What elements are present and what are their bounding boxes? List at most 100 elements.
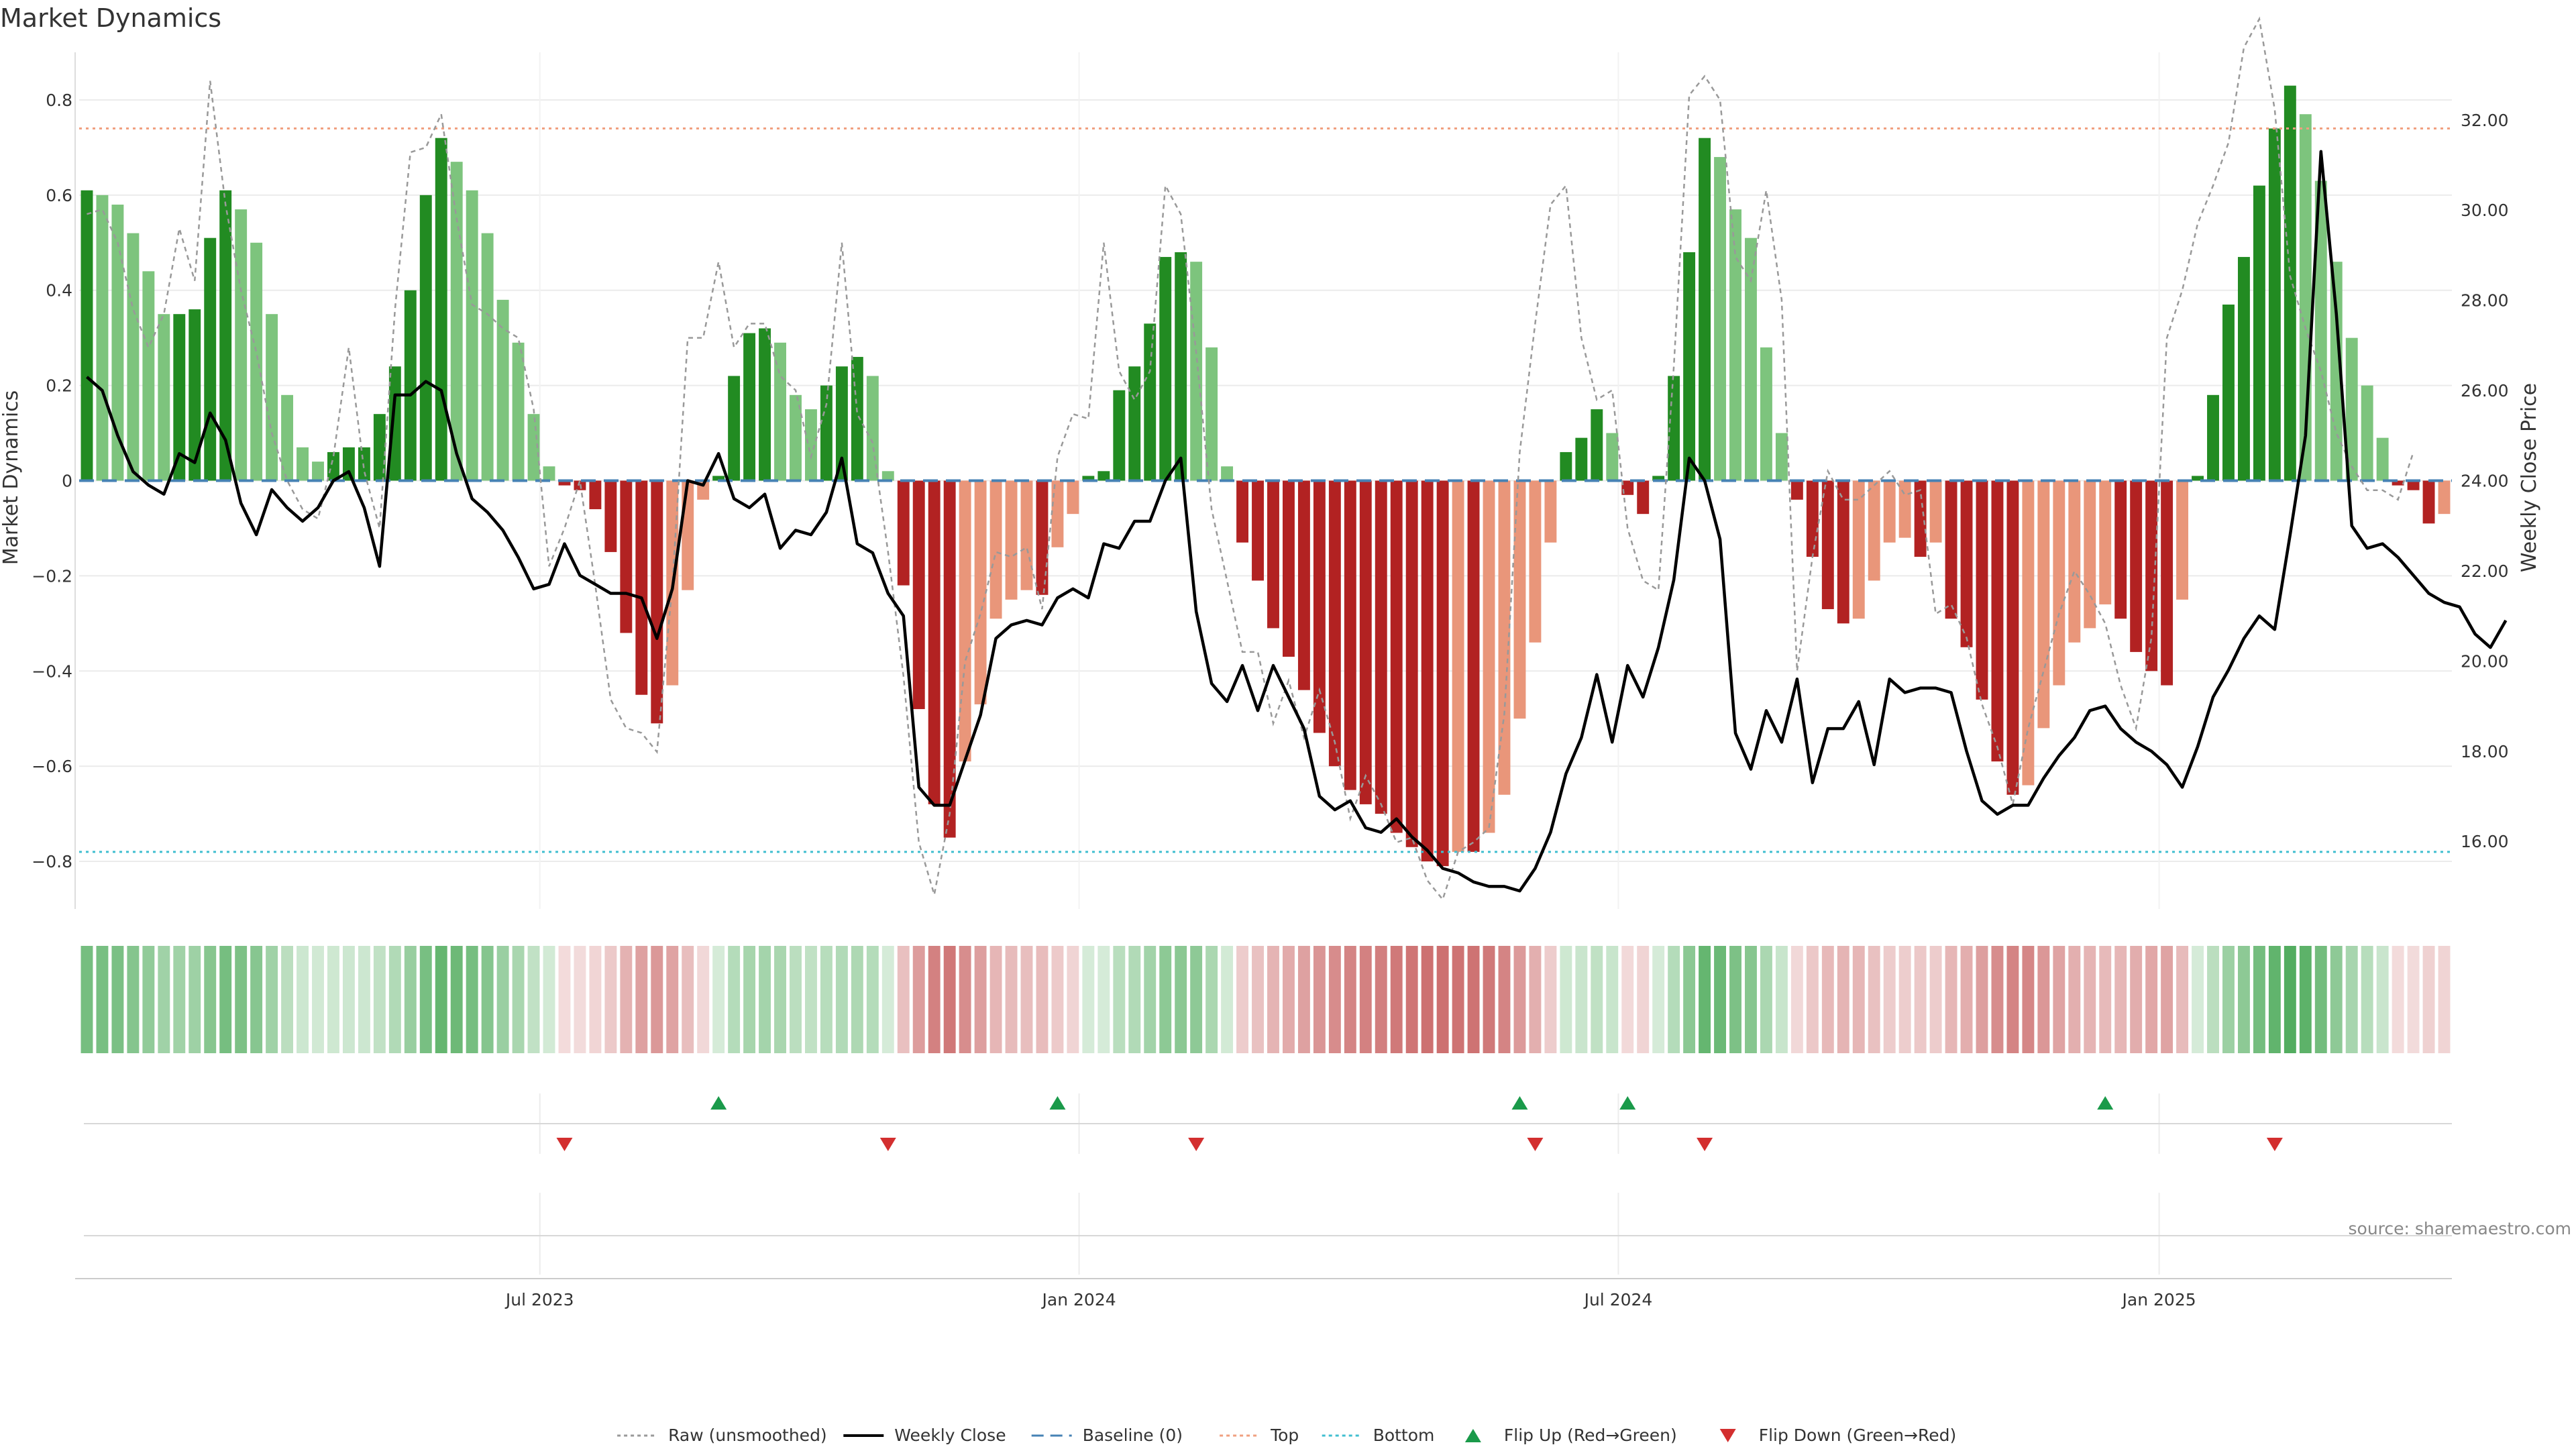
momentum-bar (959, 480, 971, 762)
momentum-bar (1606, 433, 1619, 481)
momentum-bar (1699, 138, 1711, 481)
heat-strip-cell (1390, 946, 1403, 1053)
heat-strip-cell (527, 946, 540, 1053)
heat-strip-cell (1729, 946, 1741, 1053)
flip-up-marker (1511, 1096, 1528, 1110)
momentum-bar (1205, 347, 1218, 481)
heat-strip-cell (697, 946, 710, 1053)
momentum-bar (204, 237, 217, 481)
momentum-bar (2376, 437, 2389, 481)
momentum-bar (2345, 337, 2358, 481)
heat-strip-cell (1359, 946, 1372, 1053)
legend-swatch-flip_up (1464, 1429, 1481, 1442)
heat-strip-cell (235, 946, 248, 1053)
heat-strip-cell (404, 946, 417, 1053)
heat-strip-cell (2299, 946, 2312, 1053)
momentum-bar (943, 480, 956, 838)
momentum-bar (1868, 480, 1880, 581)
momentum-bar (142, 271, 155, 481)
weekly-close-line (85, 150, 2508, 893)
momentum-bar (1128, 366, 1141, 481)
momentum-bar (790, 394, 802, 481)
heat-strip-cell (2114, 946, 2127, 1053)
flip-up-marker (710, 1096, 727, 1110)
flip-up-marker (1619, 1096, 1636, 1110)
momentum-bar (1467, 480, 1480, 852)
heat-strip-cell (2222, 946, 2235, 1053)
momentum-bar (1883, 480, 1896, 543)
heat-strip-cell (1344, 946, 1356, 1053)
heat-strip-cell (2037, 946, 2050, 1053)
heat-strip-cell (1036, 946, 1049, 1053)
momentum-bar (496, 299, 509, 481)
heat-strip-cell (1405, 946, 1418, 1053)
momentum-bar (2207, 394, 2219, 481)
momentum-bar (1852, 480, 1865, 619)
heat-strip-cell (1205, 946, 1218, 1053)
heat-strip-cell (589, 946, 602, 1053)
heat-strip-cell (435, 946, 447, 1053)
heat-strip-cell (543, 946, 555, 1053)
momentum-bar (989, 480, 1002, 619)
heat-strip-cell (1498, 946, 1511, 1053)
heat-strip-cell (928, 946, 941, 1053)
momentum-bar (1745, 237, 1757, 481)
momentum-bar (2237, 257, 2250, 481)
heat-strip-cell (651, 946, 663, 1053)
heat-strip-cell (635, 946, 648, 1053)
heat-strip-cell (1898, 946, 1911, 1053)
heat-strip-cell (1467, 946, 1480, 1053)
heat-strip-cell (2253, 946, 2265, 1053)
heat-strip-cell (1806, 946, 1819, 1053)
momentum-bar (1945, 480, 1957, 619)
heat-strip-cell (512, 946, 525, 1053)
momentum-bar (1714, 157, 1726, 481)
y2-tick-label: 16.00 (2461, 832, 2509, 851)
momentum-bar (1560, 451, 1572, 481)
momentum-bar (635, 480, 648, 695)
momentum-bar (2268, 128, 2281, 481)
heat-strip-cell (2053, 946, 2065, 1053)
heat-strip-cell (1868, 946, 1880, 1053)
flip-up-marker (1049, 1096, 1066, 1110)
heat-strip-cell (2330, 946, 2343, 1053)
momentum-bar (1452, 480, 1464, 852)
heat-strip-cell (297, 946, 309, 1053)
heat-strip-cell (974, 946, 987, 1053)
momentum-bar (2438, 480, 2451, 515)
heat-strip-cell (1159, 946, 1172, 1053)
momentum-bar (1760, 347, 1772, 481)
heat-strip-cell (1637, 946, 1650, 1053)
heat-strip-cell (2145, 946, 2158, 1053)
heat-strip-cell (2192, 946, 2204, 1053)
momentum-bar (712, 476, 725, 481)
heat-strip-cell (712, 946, 725, 1053)
heat-strip-cell (419, 946, 432, 1053)
heat-strip-cell (1020, 946, 1033, 1053)
heat-strip-cell (388, 946, 401, 1053)
heat-strip-cell (2176, 946, 2189, 1053)
x-tick-label: Jan 2024 (1041, 1290, 1116, 1309)
momentum-bar (1344, 480, 1356, 790)
heat-strip-cell (604, 946, 617, 1053)
legend-label-close: Weekly Close (894, 1426, 1006, 1445)
heat-strip-cell (1313, 946, 1326, 1053)
momentum-bar (1929, 480, 1942, 543)
heat-strip-cell (1282, 946, 1295, 1053)
chart-title: Market Dynamics (0, 3, 221, 33)
heat-strip-cell (173, 946, 186, 1053)
flip-markers (75, 1096, 2452, 1279)
heat-strip-cell (80, 946, 93, 1053)
momentum-bar (80, 190, 93, 481)
momentum-bar (820, 385, 833, 481)
momentum-bar (373, 414, 386, 481)
heat-strip-cell (158, 946, 170, 1053)
momentum-bar (728, 376, 741, 481)
legend-label-flip_up: Flip Up (Red→Green) (1504, 1426, 1677, 1445)
momentum-bar (2130, 480, 2143, 652)
heat-strip-cell (2022, 946, 2035, 1053)
heat-strip-cell (342, 946, 355, 1053)
heat-strip-cell (2422, 946, 2435, 1053)
momentum-bar (682, 480, 694, 590)
